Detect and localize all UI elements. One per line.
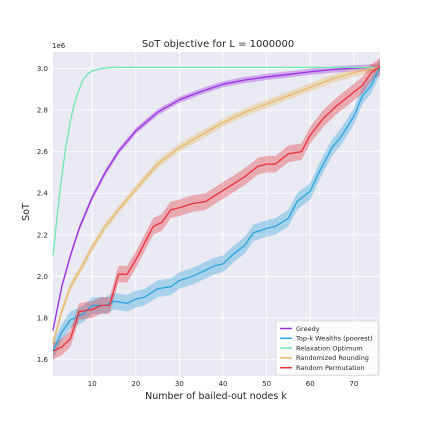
y-tick-labels: 1.6 1.8 2.0 2.2 2.4 2.6 2.8 3.0	[37, 65, 49, 364]
x-tick-label: 30	[175, 380, 184, 388]
x-tick-label: 40	[219, 380, 228, 388]
chart-title: SoT objective for L = 1000000	[142, 39, 294, 50]
confidence-bands	[53, 58, 380, 360]
y-tick-label: 2.2	[37, 231, 48, 239]
y-tick-label: 1.6	[37, 356, 49, 364]
y-tick-label: 2.0	[37, 273, 48, 281]
legend-entry-top-k-wealths-poorest: Top-k Wealths (poorest)	[295, 335, 373, 343]
random-permutation-line	[52, 66, 381, 352]
relaxation-optimum-line	[52, 66, 380, 256]
y-axis-label: SoT	[21, 203, 32, 221]
x-tick-label: 10	[88, 380, 97, 388]
y-tick-label: 2.6	[37, 148, 49, 156]
legend-entry-relaxation-optimum: Relaxation Optimum	[296, 344, 363, 352]
series-lines	[52, 65, 381, 352]
y-tick-label: 2.4	[37, 190, 49, 198]
legend: Greedy Top-k Wealths (poorest)Relaxation …	[275, 320, 379, 376]
greedy-line	[52, 65, 381, 331]
y-tick-label: 2.8	[37, 107, 48, 115]
legend-entry-randomized-rounding: Randomized Rounding	[296, 354, 369, 362]
y-offset-label: 1e6	[52, 42, 66, 50]
legend-entry-greedy: Greedy	[296, 325, 320, 333]
greedy-band	[53, 63, 380, 334]
x-tick-label: 20	[131, 380, 140, 388]
x-tick-labels: 10 20 30 40 50 60 70	[88, 380, 359, 388]
y-tick-label: 1.8	[37, 314, 48, 322]
randomized-rounding-line	[52, 65, 381, 343]
x-tick-label: 70	[349, 380, 358, 388]
x-tick-label: 50	[262, 380, 271, 388]
grid	[53, 52, 380, 376]
y-tick-label: 3.0	[37, 65, 48, 73]
legend-entry-random-permutation: Random Permutation	[296, 364, 365, 372]
x-axis-label: Number of bailed-out nodes k	[145, 391, 287, 402]
top-k-wealths-poorest-line	[52, 66, 381, 352]
legend-box	[275, 320, 379, 376]
x-tick-label: 60	[306, 380, 315, 388]
